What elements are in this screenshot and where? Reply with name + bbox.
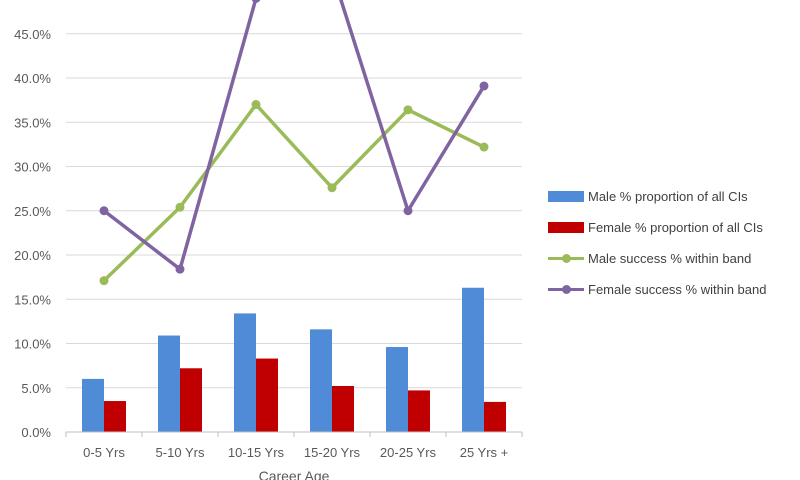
point-male-success	[175, 202, 185, 212]
y-tick-label: 5.0%	[21, 381, 51, 396]
bar-female-proportion	[180, 368, 202, 432]
y-axis-ticks: 0.0% 5.0% 10.0% 15.0% 20.0% 25.0% 30.0% 35.0% 40…	[14, 27, 51, 440]
bar-male-proportion	[234, 313, 256, 432]
y-tick-label: 45.0%	[14, 27, 51, 42]
line-female-success	[102, 0, 486, 271]
bar-male-proportion	[310, 329, 332, 432]
point-male-success	[403, 105, 413, 115]
bar-male-proportion	[386, 347, 408, 432]
legend-swatch	[548, 253, 584, 264]
x-tick-label: 5-10 Yrs	[156, 445, 205, 460]
bar-male-proportion	[82, 378, 104, 432]
x-tick-label: 25 Yrs +	[460, 445, 509, 460]
legend-item: Female success % within band	[548, 279, 798, 300]
point-male-success	[251, 100, 261, 110]
x-tick-label: 15-20 Yrs	[304, 445, 361, 460]
y-tick-label: 30.0%	[14, 160, 51, 175]
point-female-success	[175, 264, 185, 274]
x-tick-label: 10-15 Yrs	[228, 445, 285, 460]
legend-swatch	[548, 222, 584, 233]
legend-swatch	[548, 191, 584, 202]
legend-label: Male % proportion of all CIs	[588, 189, 748, 204]
bar-female-proportion	[408, 390, 430, 432]
point-male-success	[327, 183, 337, 193]
line-series	[99, 0, 489, 286]
x-tick-label: 0-5 Yrs	[83, 445, 125, 460]
point-male-success	[99, 276, 109, 286]
y-tick-label: 35.0%	[14, 115, 51, 130]
x-axis: 0-5 Yrs 5-10 Yrs 10-15 Yrs 15-20 Yrs 20-25 Y…	[65, 431, 523, 460]
point-male-success	[479, 142, 489, 152]
legend-swatch	[548, 284, 584, 295]
gridlines	[66, 33, 522, 389]
y-tick-label: 40.0%	[14, 71, 51, 86]
legend-item: Female % proportion of all CIs	[548, 217, 798, 238]
line-male-success	[102, 102, 485, 282]
bar-male-proportion	[158, 335, 180, 432]
x-tick-label: 20-25 Yrs	[380, 445, 437, 460]
legend-item: Male % proportion of all CIs	[548, 186, 798, 207]
bar-female-proportion	[256, 358, 278, 432]
legend: Male % proportion of all CIs Female % pro…	[548, 186, 798, 310]
y-tick-label: 25.0%	[14, 204, 51, 219]
y-tick-label: 15.0%	[14, 292, 51, 307]
bar-series	[82, 287, 506, 432]
point-female-success	[99, 206, 109, 216]
legend-label: Male success % within band	[588, 251, 752, 266]
bar-female-proportion	[484, 401, 506, 432]
x-axis-title: Career Age	[259, 468, 330, 480]
point-female-success	[251, 0, 261, 3]
legend-label: Female success % within band	[588, 282, 767, 297]
bar-female-proportion	[104, 401, 126, 432]
bar-female-proportion	[332, 385, 354, 432]
y-tick-label: 0.0%	[21, 425, 51, 440]
legend-item: Male success % within band	[548, 248, 798, 269]
point-female-success	[403, 206, 413, 216]
point-female-success	[479, 81, 489, 91]
y-tick-label: 10.0%	[14, 337, 51, 352]
legend-label: Female % proportion of all CIs	[588, 220, 763, 235]
bar-male-proportion	[462, 287, 484, 432]
y-tick-label: 20.0%	[14, 248, 51, 263]
